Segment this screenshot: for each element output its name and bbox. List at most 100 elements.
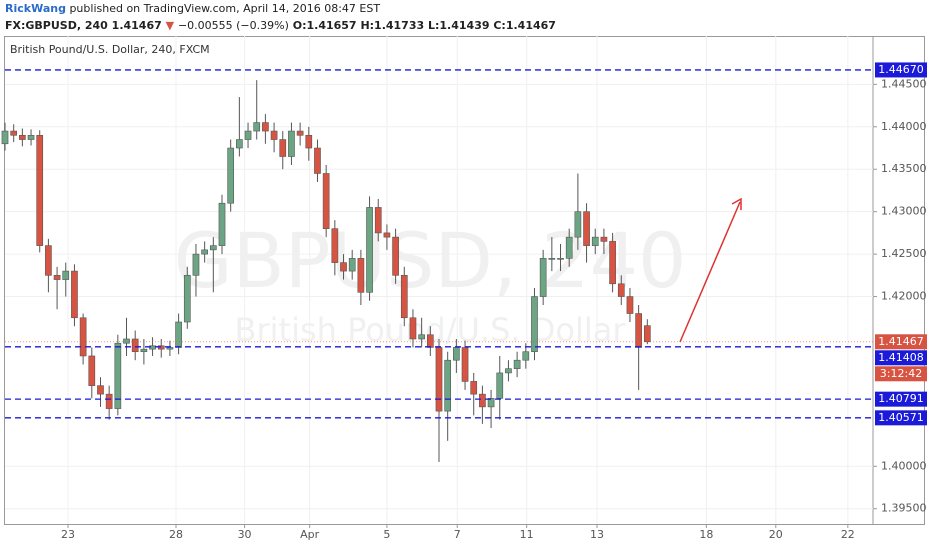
legend: British Pound/U.S. Dollar, 240, FXCM: [10, 43, 210, 56]
arrow-line: [679, 201, 741, 343]
symbol-line: FX:GBPUSD, 240 1.41467 ▼ −0.00555 (−0.39…: [5, 19, 556, 32]
candle-body: [479, 393, 486, 408]
candle-body: [262, 122, 269, 132]
x-tick-label: 7: [454, 528, 461, 541]
y-tick-label: 1.43500: [881, 162, 927, 175]
candle-body: [487, 398, 495, 408]
candle-body: [435, 347, 443, 412]
countdown-label: 3:12:42: [880, 367, 922, 380]
candle-body: [513, 359, 521, 369]
candle-body: [218, 202, 226, 246]
candle-body: [305, 134, 313, 149]
candle-body: [10, 130, 18, 136]
last-price-label: 1.41467: [878, 335, 924, 348]
candle-body: [609, 241, 616, 285]
candle-body: [348, 258, 356, 272]
y-tick-label: 1.42500: [881, 247, 927, 260]
candle-body: [548, 258, 556, 260]
candle-body: [426, 334, 434, 348]
candle-body: [62, 270, 70, 280]
chart: GBPUSD, 240 British Pound/U.S. Dollar Br…: [1, 36, 927, 541]
author[interactable]: RickWang: [5, 2, 66, 15]
candle-body: [470, 381, 478, 395]
candle-body: [392, 236, 399, 276]
candle-body: [97, 385, 104, 395]
candle-body: [236, 139, 243, 149]
x-tick-label: 23: [61, 528, 75, 541]
candle-body: [539, 258, 547, 297]
ohlc-close: C:1.41467: [493, 19, 556, 32]
candle-body: [418, 334, 425, 340]
candle-body: [340, 262, 347, 272]
candle-body: [166, 347, 174, 350]
ohlc-high: H:1.41733: [360, 19, 425, 32]
candle-body: [149, 345, 156, 350]
axes: 1.44500 1.44000 1.43500 1.43000 1.42500 1.420…: [61, 62, 927, 541]
candle-body: [461, 347, 469, 382]
candle-body: [643, 325, 651, 343]
candle-body: [565, 236, 573, 259]
candle-body: [331, 228, 339, 263]
x-tick-label: 22: [841, 528, 855, 541]
candle-body: [522, 351, 530, 361]
y-tick-label: 1.39500: [881, 502, 927, 515]
change: −0.00555 (−0.39%): [177, 19, 289, 32]
candle-body: [131, 338, 139, 353]
published: published on TradingView.com, April 14, …: [69, 2, 381, 15]
candle-body: [366, 207, 373, 293]
candle-body: [288, 130, 295, 157]
candle-body: [71, 270, 78, 319]
plot: [1, 69, 873, 463]
candle-body: [88, 355, 96, 386]
candle-body: [400, 275, 408, 319]
candle-body: [591, 236, 599, 246]
candle-body: [175, 321, 182, 348]
level-label: 1.41408: [878, 351, 924, 364]
ohlc-low: L:1.41439: [428, 19, 490, 32]
x-tick-label: Apr: [300, 528, 320, 541]
symbol: FX:GBPUSD, 240: [5, 19, 108, 32]
y-tick-label: 1.44500: [881, 77, 927, 90]
arrow: ▼: [165, 19, 175, 32]
grid: [5, 36, 873, 524]
candle-body: [209, 245, 217, 251]
x-tick-label: 5: [383, 528, 390, 541]
candle-body: [574, 211, 582, 238]
candle-body: [444, 359, 452, 412]
candle-body: [617, 283, 625, 297]
candle-body: [374, 207, 382, 234]
candle-body: [140, 348, 148, 353]
last-price-label-bg: [875, 334, 927, 350]
watermark: GBPUSD, 240: [174, 216, 687, 305]
y-tick-label: 1.44000: [881, 120, 927, 133]
candle-body: [192, 253, 200, 276]
level-label: 1.40791: [878, 392, 924, 405]
candle-body: [279, 139, 287, 157]
frame: [4, 36, 925, 525]
y-tick-label: 1.43000: [881, 205, 927, 218]
y-tick-label: 1.40000: [881, 459, 927, 472]
candle-body: [583, 211, 590, 246]
candle-body: [505, 368, 512, 374]
candle-body: [635, 313, 642, 348]
candle-body: [36, 134, 44, 246]
candle-body: [123, 338, 130, 344]
candle-body: [227, 147, 235, 204]
price: 1.41467: [111, 19, 162, 32]
candle-body: [322, 173, 330, 229]
candle-body: [45, 245, 52, 276]
candle-body: [314, 147, 321, 174]
candle-body: [253, 122, 261, 132]
x-tick-label: 30: [238, 528, 252, 541]
candle-body: [626, 296, 634, 314]
candle-body: [531, 296, 538, 353]
x-tick-label: 28: [169, 528, 183, 541]
candle-body: [183, 275, 191, 323]
ohlc-open: O:1.41657: [292, 19, 357, 32]
candle-body: [157, 345, 165, 350]
y-tick-label: 1.42000: [881, 290, 927, 303]
level-label: 1.40571: [878, 411, 924, 424]
candle-body: [383, 232, 391, 238]
candle-body: [409, 317, 417, 340]
